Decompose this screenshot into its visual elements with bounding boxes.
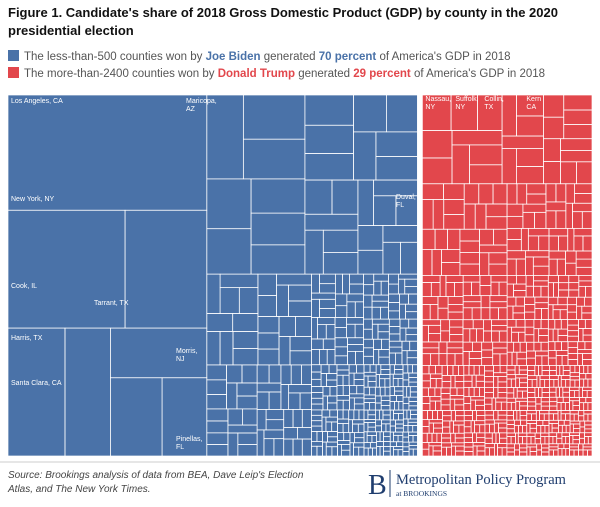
county-label: Cook, IL	[11, 283, 37, 290]
county-label: Pinellas,	[176, 436, 203, 443]
legend-part: generated	[298, 68, 350, 80]
logo-sub: at BROOKINGS	[396, 489, 447, 498]
legend-text: The less-than-500 counties won by Joe Bi…	[24, 51, 511, 63]
legend-text: The more-than-2400 counties won by Donal…	[24, 68, 545, 80]
legend-part: The less-than-500 counties won by	[24, 51, 203, 63]
county-label: Santa Clara, CA	[11, 380, 62, 387]
legend-part: 70 percent	[319, 51, 377, 63]
legend-part: of America's GDP in 2018	[379, 51, 510, 63]
legend-part: The more-than-2400 counties won by	[24, 68, 215, 80]
county-label: Los Angeles, CA	[11, 98, 63, 105]
legend-part: 29 percent	[353, 68, 411, 80]
county-label: AZ	[186, 106, 196, 113]
county-label: CA	[526, 104, 536, 111]
county-label: Collin,	[484, 96, 504, 103]
county-label: Morris,	[176, 348, 197, 355]
county-label: TX	[484, 104, 493, 111]
county-label: NJ	[176, 356, 185, 363]
county-label: Nassau,	[425, 96, 451, 103]
county-cell	[412, 448, 418, 457]
chart-title: Figure 1. Candidate's share of 2018 Gros…	[8, 5, 558, 20]
county-label: NY	[425, 104, 435, 111]
county-label: FL	[396, 202, 404, 209]
county-label: NY	[455, 104, 465, 111]
county-label: New York, NY	[11, 196, 55, 203]
source: Source: Brookings analysis of data from …	[8, 470, 304, 481]
county-label: Harris, TX	[11, 335, 43, 342]
legend-part: generated	[264, 51, 316, 63]
chart-title: presidential election	[8, 23, 134, 38]
logo-letter: B	[368, 470, 387, 501]
source: Atlas, and The New York Times.	[7, 484, 151, 495]
county-label: Suffolk,	[455, 96, 478, 103]
county-label: Oklahoma, OK	[492, 84, 538, 91]
candidate-region	[8, 95, 418, 456]
county-label: Tarrant, TX	[94, 300, 129, 307]
treemap: Los Angeles, CA Maricopa,AZ New York, NY Du…	[7, 84, 593, 457]
county-label: Kern	[526, 96, 541, 103]
county-cell	[587, 449, 593, 457]
county-label: Maricopa,	[186, 98, 217, 105]
legend: The less-than-500 counties won by Joe Bi…	[8, 50, 545, 80]
county-label: Duval,	[396, 194, 416, 201]
legend-part: of America's GDP in 2018	[414, 68, 545, 80]
county-label: FL	[176, 444, 184, 451]
logo-name: Metropolitan Policy Program	[396, 472, 567, 488]
legend-part: Joe Biden	[206, 51, 261, 63]
legend-swatch	[8, 50, 19, 61]
legend-swatch	[8, 67, 19, 78]
legend-part: Donald Trump	[218, 68, 295, 80]
